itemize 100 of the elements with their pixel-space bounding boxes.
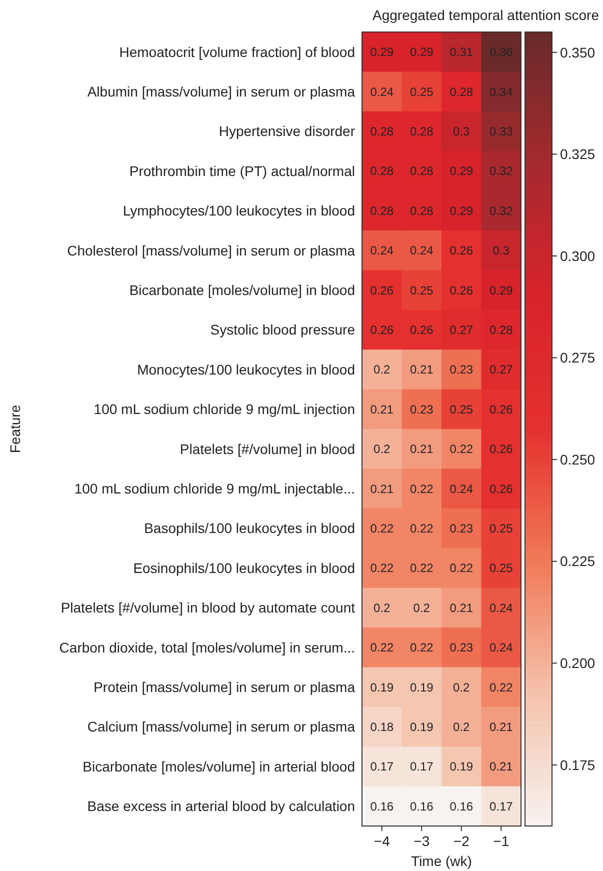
y-tick-label: Basophils/100 leukocytes in blood	[144, 520, 355, 536]
data-label: 0.16	[450, 799, 474, 814]
data-label: 0.28	[370, 124, 394, 138]
data-label: 0.32	[489, 164, 514, 178]
x-tick-label: −4	[374, 833, 390, 849]
data-label: 0.22	[489, 680, 514, 694]
data-label: 0.23	[450, 521, 474, 536]
color-bar-label: 0.225	[560, 553, 596, 570]
y-tick-label: Carbon dioxide, total [moles/volume] in serum...	[59, 639, 355, 656]
data-label: 0.28	[370, 204, 394, 218]
data-label: 0.25	[450, 402, 474, 416]
color-bar-label: 0.300	[560, 248, 596, 264]
data-label: 0.17	[489, 799, 514, 814]
data-label: 0.29	[450, 164, 474, 178]
data-label: 0.19	[450, 760, 474, 774]
data-label: 0.17	[370, 760, 394, 774]
y-tick-label: Prothrombin time (PT) actual/normal	[129, 162, 355, 179]
data-label: 0.28	[410, 204, 434, 218]
data-label: 0.3	[492, 244, 510, 258]
data-label: 0.17	[410, 760, 434, 774]
data-label: 0.26	[489, 482, 514, 496]
data-label: 0.22	[410, 561, 434, 576]
data-label: 0.23	[450, 640, 474, 655]
y-tick-label: 100 mL sodium chloride 9 mg/mL injection	[94, 401, 355, 418]
data-label: 0.24	[410, 244, 434, 258]
color-bar-label: 0.325	[560, 146, 596, 162]
data-label: 0.19	[370, 680, 394, 694]
data-label: 0.33	[489, 124, 514, 138]
y-tick-label: Albumin [mass/volume] in serum or plasma	[87, 83, 356, 100]
data-label: 0.31	[450, 45, 474, 60]
data-label: 0.24	[489, 640, 514, 655]
data-label: 0.26	[370, 322, 394, 337]
data-label: 0.28	[450, 84, 474, 99]
data-label: 0.26	[450, 244, 474, 258]
data-label: 0.23	[450, 362, 474, 377]
y-tick-label: Cholesterol [mass/volume] in serum or plasma	[67, 242, 356, 258]
data-label: 0.26	[489, 442, 514, 456]
color-bar-title: Aggregated temporal attention score	[372, 7, 600, 23]
data-label: 0.26	[410, 322, 434, 337]
color-bar-label: 0.350	[560, 44, 596, 60]
x-tick-label: −3	[414, 833, 430, 849]
data-label: 0.25	[410, 84, 434, 99]
data-label: 0.28	[370, 164, 394, 178]
y-tick-label: Hypertensive disorder	[218, 123, 356, 140]
data-label: 0.2	[413, 600, 430, 615]
data-label: 0.32	[489, 204, 514, 218]
data-label: 0.21	[450, 600, 474, 615]
data-label: 0.27	[489, 362, 514, 377]
y-tick-label: Lymphocytes/100 leukocytes in blood	[122, 202, 355, 219]
data-label: 0.26	[450, 283, 474, 298]
data-label: 0.25	[489, 561, 514, 576]
data-label: 0.22	[450, 442, 474, 456]
x-tick-label: −2	[453, 833, 470, 849]
data-label: 0.26	[370, 283, 394, 298]
data-label: 0.29	[450, 204, 474, 218]
y-tick-label: Eosinophils/100 leukocytes in blood	[133, 560, 355, 576]
data-label: 0.29	[410, 45, 434, 60]
data-label: 0.25	[489, 521, 514, 536]
data-label: 0.29	[370, 45, 394, 60]
data-label: 0.36	[489, 45, 514, 60]
color-bar-label: 0.250	[560, 451, 596, 468]
data-label: 0.2	[453, 680, 470, 694]
color-bar-label: 0.200	[560, 655, 596, 672]
y-tick-label: Platelets [#/volume] in blood by automate count	[60, 600, 356, 616]
data-label: 0.28	[410, 164, 434, 178]
y-tick-label: Systolic blood pressure	[210, 322, 356, 338]
color-bar-label: 0.275	[560, 350, 596, 366]
y-tick-label: Monocytes/100 leukocytes in blood	[137, 361, 355, 378]
data-label: 0.2	[374, 442, 391, 456]
y-tick-label: Base excess in arterial blood by calculation	[87, 798, 355, 814]
data-label: 0.34	[489, 84, 514, 99]
data-label: 0.16	[410, 799, 434, 814]
data-label: 0.21	[489, 760, 514, 774]
data-label: 0.21	[489, 720, 514, 734]
data-label: 0.2	[374, 600, 391, 615]
data-label: 0.16	[370, 799, 394, 814]
y-tick-label: Platelets [#/volume] in blood	[180, 440, 355, 457]
data-label: 0.19	[410, 680, 434, 694]
y-tick-label: Protein [mass/volume] in serum or plasma	[94, 678, 356, 695]
data-label: 0.23	[410, 402, 434, 416]
data-label: 0.24	[370, 244, 394, 258]
data-label: 0.28	[410, 124, 434, 138]
y-tick-label: 100 mL sodium chloride 9 mg/mL injectable...	[74, 480, 355, 496]
data-label: 0.21	[370, 482, 394, 496]
data-label: 0.2	[374, 362, 391, 377]
data-label: 0.3	[453, 124, 470, 138]
data-label: 0.21	[370, 402, 394, 416]
data-label: 0.21	[410, 442, 434, 456]
data-label: 0.22	[410, 482, 434, 496]
data-label: 0.28	[489, 322, 514, 337]
y-tick-label: Calcium [mass/volume] in serum or plasma	[87, 718, 356, 735]
color-bar-label: 0.175	[560, 756, 596, 773]
x-axis-title: Time (wk)	[411, 853, 472, 869]
data-label: 0.22	[370, 521, 394, 536]
y-axis-title: Feature	[7, 404, 23, 454]
data-label: 0.27	[450, 322, 474, 337]
y-tick-label: Bicarbonate [moles/volume] in arterial blood	[82, 758, 355, 774]
data-label: 0.2	[453, 720, 470, 734]
y-tick-label: Bicarbonate [moles/volume] in blood	[129, 282, 355, 298]
data-label: 0.24	[489, 600, 514, 615]
